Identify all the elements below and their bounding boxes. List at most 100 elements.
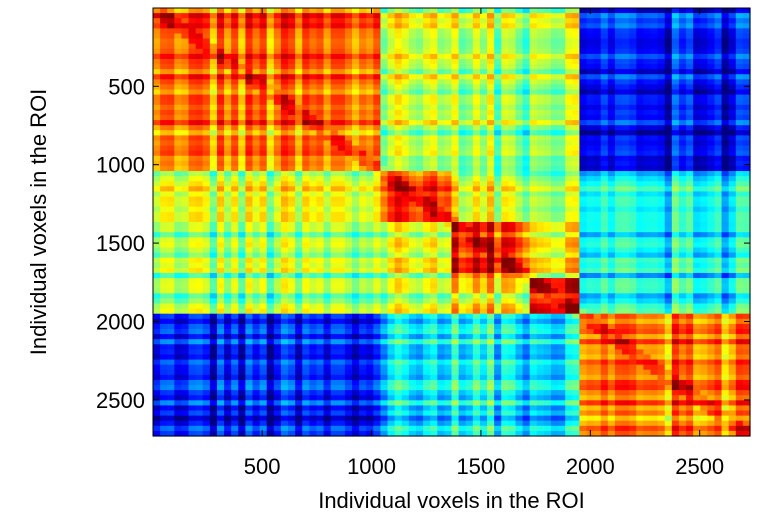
heatmap-cell	[543, 262, 552, 269]
heatmap-cell	[693, 79, 701, 86]
heatmap-cell	[352, 79, 360, 86]
heatmap-cell	[273, 186, 282, 193]
heatmap-cell	[607, 267, 616, 274]
heatmap-cell	[366, 28, 374, 35]
heatmap-cell	[536, 237, 545, 243]
heatmap-cell	[501, 186, 509, 193]
heatmap-cell	[359, 176, 367, 182]
heatmap-cell	[430, 125, 438, 131]
heatmap-cell	[423, 155, 431, 162]
heatmap-cell	[742, 293, 751, 300]
heatmap-cell	[437, 293, 445, 300]
heatmap-cell	[565, 298, 573, 305]
heatmap-cell	[252, 115, 261, 121]
heatmap-cell	[572, 69, 581, 75]
heatmap-cell	[465, 262, 474, 269]
heatmap-cell	[337, 38, 346, 45]
heatmap-cell	[216, 247, 225, 254]
heatmap-cell	[216, 252, 225, 259]
heatmap-cell	[686, 171, 694, 177]
heatmap-cell	[202, 278, 211, 284]
heatmap-cell	[600, 23, 609, 29]
heatmap-cell	[579, 232, 588, 238]
heatmap-cell	[522, 48, 531, 55]
heatmap-cell	[316, 145, 325, 152]
heatmap-cell	[536, 298, 545, 305]
heatmap-cell	[408, 288, 417, 294]
heatmap-cell	[614, 64, 623, 70]
heatmap-cell	[543, 283, 552, 289]
heatmap-cell	[209, 247, 218, 254]
heatmap-cell	[593, 109, 602, 116]
heatmap-cell	[195, 293, 204, 300]
heatmap-cell	[224, 278, 232, 284]
heatmap-cell	[551, 23, 559, 29]
heatmap-cell	[735, 23, 744, 29]
heatmap-cell	[181, 242, 190, 249]
heatmap-cell	[586, 48, 595, 55]
heatmap-cell	[707, 115, 716, 121]
heatmap-cell	[224, 176, 232, 182]
heatmap-cell	[657, 125, 666, 131]
heatmap-cell	[586, 115, 595, 121]
heatmap-cell	[622, 8, 630, 14]
heatmap-cell	[735, 104, 744, 111]
heatmap-cell	[444, 74, 453, 80]
heatmap-cell	[359, 64, 367, 70]
heatmap-cell	[671, 222, 680, 228]
heatmap-cell	[543, 196, 552, 203]
heatmap-cell	[266, 33, 275, 40]
heatmap-cell	[337, 115, 346, 121]
heatmap-cell	[593, 64, 602, 70]
heatmap-cell	[735, 186, 744, 193]
heatmap-cell	[629, 176, 637, 182]
heatmap-cell	[735, 298, 744, 305]
heatmap-cell	[536, 186, 545, 193]
heatmap-cell	[451, 216, 460, 223]
heatmap-cell	[629, 125, 637, 131]
heatmap-cell	[614, 8, 623, 14]
heatmap-cell	[636, 79, 644, 86]
heatmap-cell	[437, 237, 445, 243]
heatmap-cell	[742, 196, 751, 203]
heatmap-cell	[536, 196, 545, 203]
heatmap-cell	[728, 130, 737, 136]
heatmap-cell	[408, 33, 417, 40]
heatmap-cell	[209, 125, 218, 131]
heatmap-cell	[714, 74, 723, 80]
heatmap-cell	[565, 267, 573, 274]
heatmap-cell	[593, 53, 602, 60]
heatmap-cell	[629, 242, 637, 249]
heatmap-cell	[678, 267, 687, 274]
heatmap-cell	[458, 262, 467, 269]
heatmap-cell	[536, 58, 545, 65]
heatmap-cell	[742, 237, 751, 243]
heatmap-cell	[174, 23, 183, 29]
heatmap-cell	[721, 232, 730, 238]
heatmap-cell	[579, 165, 588, 172]
heatmap-cell	[174, 211, 183, 218]
heatmap-cell	[288, 84, 296, 91]
heatmap-cell	[614, 99, 623, 106]
heatmap-cell	[344, 104, 353, 111]
heatmap-cell	[508, 38, 517, 45]
heatmap-cell	[586, 84, 595, 91]
heatmap-cell	[380, 8, 389, 14]
heatmap-cell	[728, 247, 737, 254]
heatmap-cell	[280, 38, 289, 45]
heatmap-cell	[195, 43, 204, 50]
heatmap-cell	[188, 89, 197, 96]
heatmap-cell	[394, 216, 403, 223]
heatmap-cell	[607, 69, 616, 75]
heatmap-cell	[323, 242, 332, 249]
heatmap-cell	[280, 74, 289, 80]
heatmap-cell	[501, 18, 509, 24]
heatmap-cell	[458, 165, 467, 172]
heatmap-cell	[458, 160, 467, 167]
heatmap-cell	[721, 79, 730, 86]
heatmap-cell	[252, 293, 261, 300]
heatmap-cell	[636, 293, 644, 300]
heatmap-cell	[273, 176, 282, 182]
heatmap-cell	[408, 104, 417, 111]
heatmap-cell	[742, 79, 751, 86]
